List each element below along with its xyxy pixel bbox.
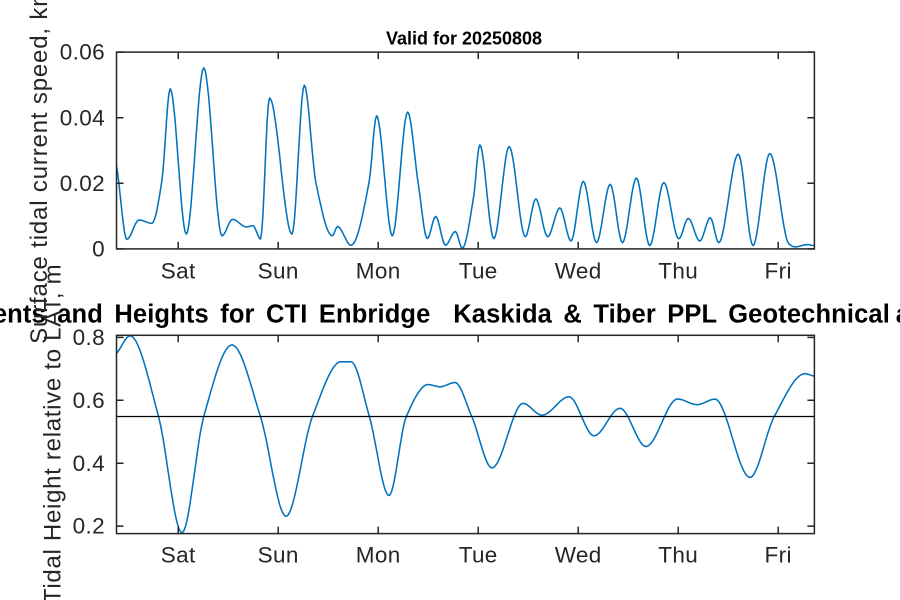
svg-text:and: and xyxy=(896,301,900,329)
svg-text:Sun: Sun xyxy=(258,543,299,568)
svg-text:Thu: Thu xyxy=(658,258,698,283)
svg-text:Wed: Wed xyxy=(555,543,602,568)
svg-text:Sun: Sun xyxy=(258,258,299,283)
svg-text:0.04: 0.04 xyxy=(60,105,105,130)
svg-text:Surface tidal current speed, k: Surface tidal current speed, kn xyxy=(26,0,53,344)
svg-text:Sat: Sat xyxy=(161,258,196,283)
svg-text:Mon: Mon xyxy=(356,543,401,568)
svg-text:Fri: Fri xyxy=(765,543,792,568)
svg-text:Tidal Height relative to LAT,: Tidal Height relative to LAT, m xyxy=(40,264,67,600)
svg-text:Wed: Wed xyxy=(555,258,602,283)
svg-text:Tue: Tue xyxy=(459,543,498,568)
svg-text:Currents and Heights for CTI E: Currents and Heights for CTI Enbridge Ka… xyxy=(0,301,890,329)
svg-text:0: 0 xyxy=(92,237,105,262)
svg-text:0.6: 0.6 xyxy=(73,388,105,413)
svg-text:0.06: 0.06 xyxy=(60,40,105,65)
svg-text:0.2: 0.2 xyxy=(73,514,105,539)
svg-text:Thu: Thu xyxy=(658,543,698,568)
svg-text:0.8: 0.8 xyxy=(73,325,105,350)
svg-text:0.4: 0.4 xyxy=(73,451,105,476)
svg-text:Mon: Mon xyxy=(356,258,401,283)
svg-text:Fri: Fri xyxy=(765,258,792,283)
svg-text:0.02: 0.02 xyxy=(60,171,105,196)
svg-text:Valid for 20250808: Valid for 20250808 xyxy=(386,28,542,48)
svg-text:Sat: Sat xyxy=(161,543,196,568)
svg-text:Tue: Tue xyxy=(459,258,498,283)
